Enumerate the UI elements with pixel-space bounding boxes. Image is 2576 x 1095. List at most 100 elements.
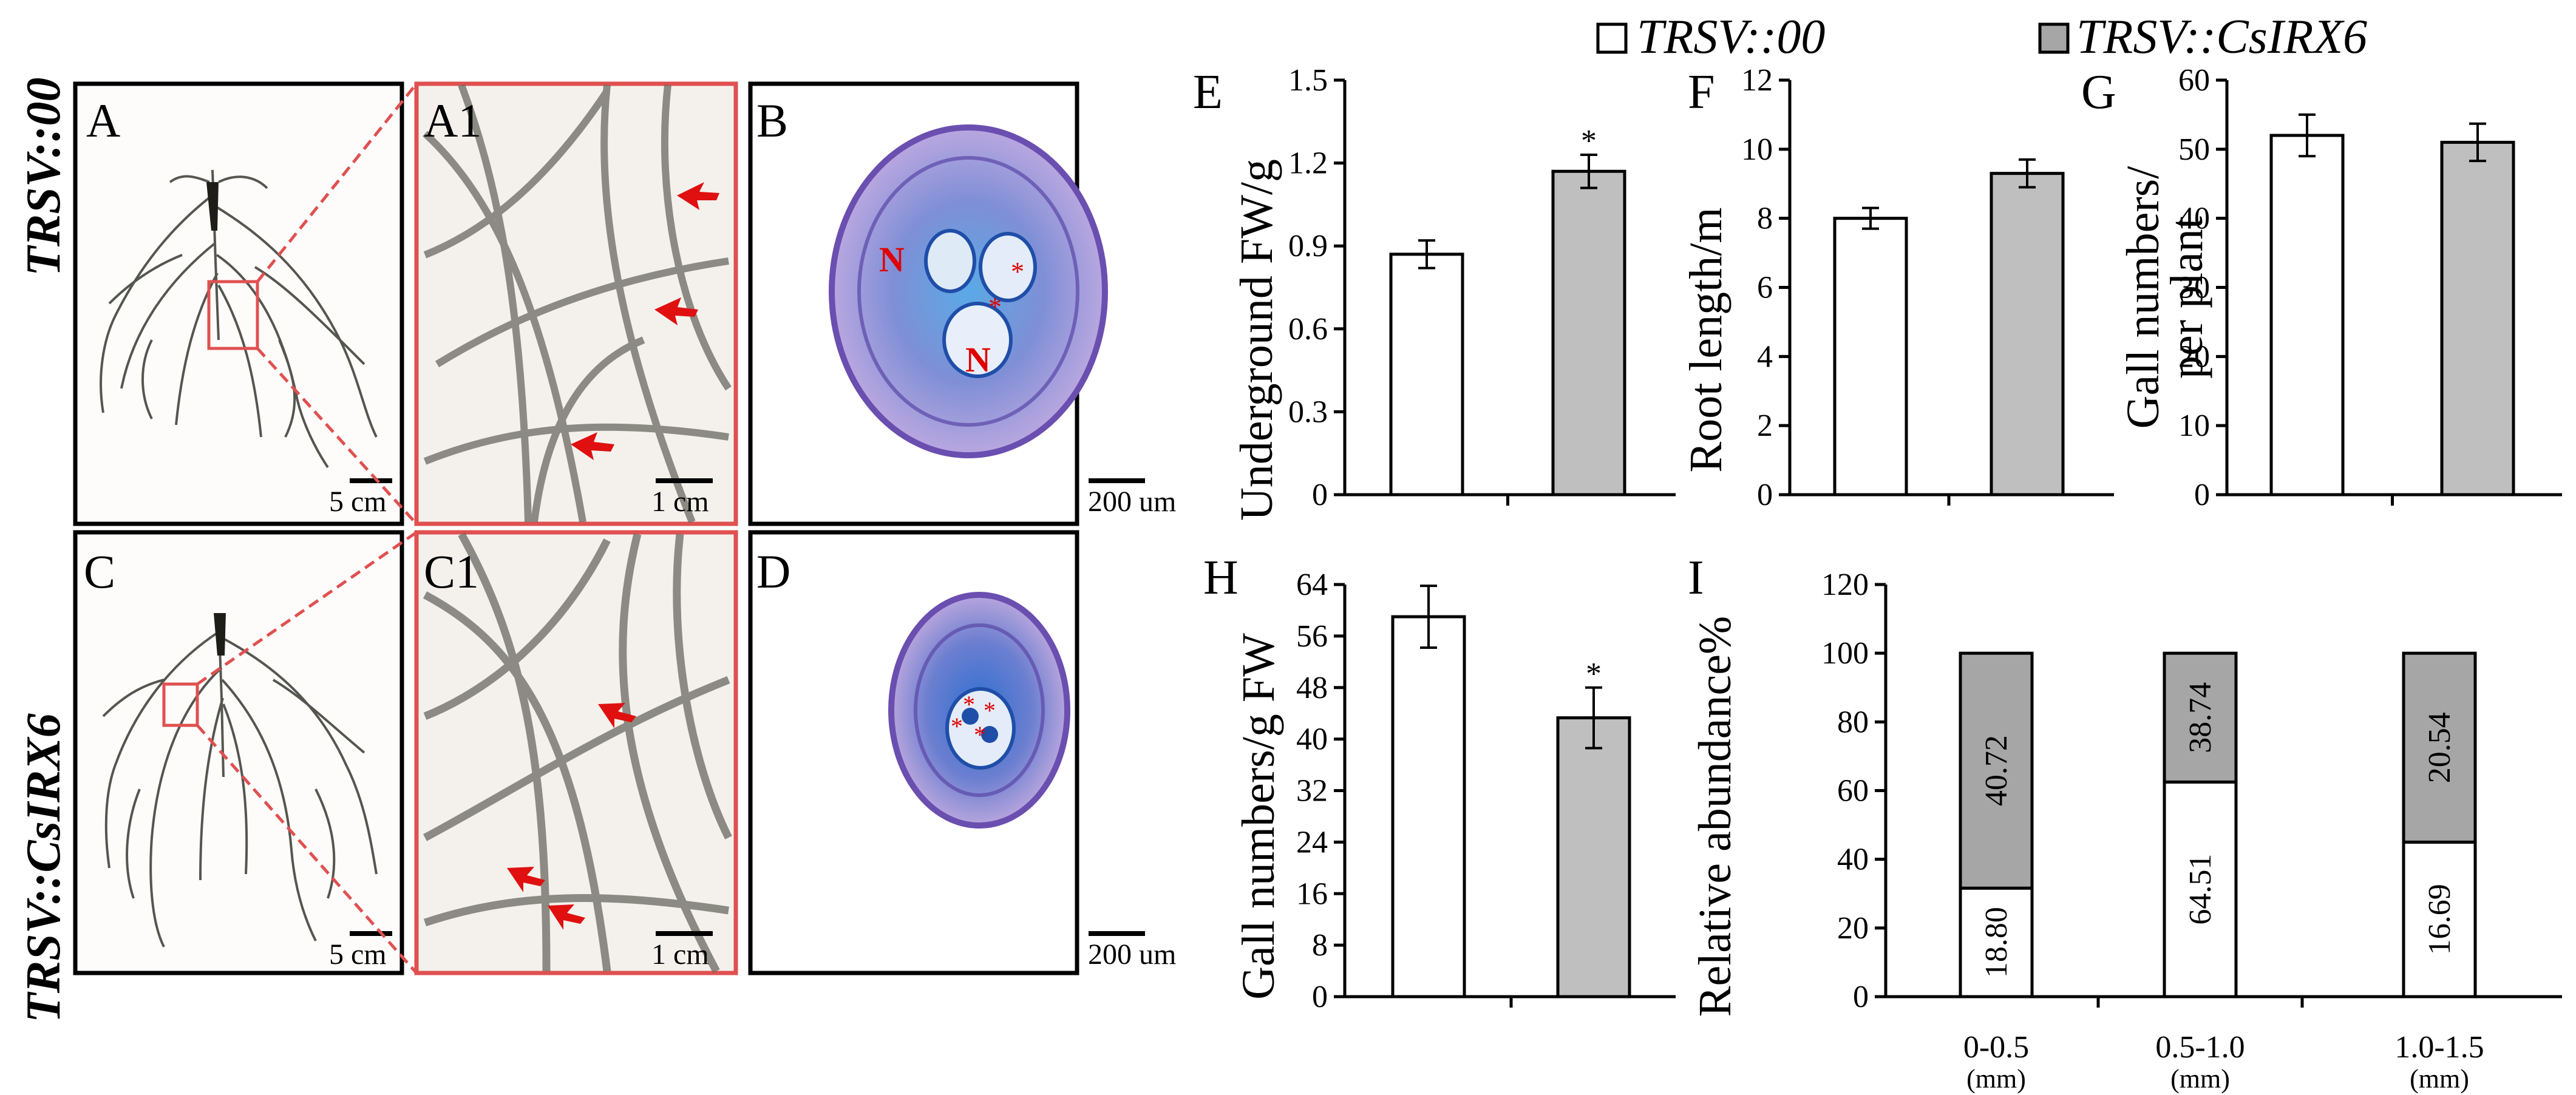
svg-text:*: * [951, 713, 963, 740]
panel-label-g: G [2081, 66, 2116, 119]
zoom-line-a-top [256, 83, 418, 283]
legend-swatch-control [1596, 22, 1628, 54]
scale-text-a: 5 cm [329, 486, 387, 518]
x-tick-label-i: 1.0-1.5 [2394, 1030, 2484, 1065]
svg-text:*: * [984, 697, 996, 724]
panel-label-a1: A1 [424, 94, 481, 147]
y-tick-label-h: 48 [1296, 671, 1328, 705]
bar-h-control [1391, 615, 1466, 998]
y-tick-label-e: 0.6 [1288, 312, 1328, 347]
data-label-i: 16.69 [2422, 884, 2457, 955]
y-tick-label-f: 12 [1741, 63, 1773, 98]
y-axis-label-i: Relative abundance% [1690, 616, 1741, 1017]
y-tick-label-h: 32 [1296, 774, 1328, 809]
root-section-image [888, 592, 1070, 829]
data-label-i: 20.54 [2422, 712, 2457, 783]
scale-text-b: 200 um [1088, 486, 1176, 518]
y-tick-label-i: 100 [1821, 636, 1869, 671]
y-tick-label-e: 0.9 [1288, 229, 1328, 263]
panel-label-c: C [84, 545, 115, 598]
zoom-box-a [207, 280, 259, 350]
nucleus-mark-1: N [879, 240, 905, 279]
panel-label-f: F [1688, 66, 1715, 119]
y-tick-label-h: 8 [1312, 928, 1328, 963]
y-axis-label-g: Gall numbers/ [2118, 166, 2169, 429]
row-label-top: TRSV::00 [17, 78, 70, 276]
y-tick-label-i: 0 [1853, 980, 1869, 1014]
svg-text:*: * [974, 721, 986, 748]
significance-mark-h: * [1586, 657, 1602, 691]
root-section-image [829, 124, 1108, 458]
bar-segment-i-treatment [2163, 651, 2238, 784]
x-unit-label-i: (mm) [1966, 1064, 2026, 1094]
bar-f-control [1833, 217, 1908, 497]
y-axis-label-e: Underground FW/g [1231, 159, 1282, 521]
y-tick-label-g: 30 [2178, 271, 2210, 305]
y-tick-label-h: 56 [1296, 619, 1328, 654]
y-tick-label-g: 10 [2178, 409, 2210, 443]
bar-g-control [2269, 134, 2345, 497]
bar-segment-i-treatment [1959, 651, 2034, 890]
zoom-line-c-bottom [196, 724, 418, 974]
y-tick-label-g: 20 [2178, 339, 2210, 374]
data-label-i: 40.72 [1979, 735, 2014, 806]
nucleus-mark-2: N [965, 340, 991, 379]
y-tick-label-g: 60 [2178, 63, 2210, 98]
legend-swatch-treatment [2038, 22, 2070, 54]
photo-panel-a1: A1 1 cm [414, 81, 738, 526]
legend: TRSV::00 TRSV::CsIRX6 [1596, 10, 2367, 64]
y-axis-label-f: Root length/m [1681, 208, 1731, 473]
bar-h-treatment [1556, 716, 1631, 998]
scale-text-c1: 1 cm [651, 938, 709, 971]
panel-label-b: B [756, 94, 788, 147]
y-tick-label-g: 40 [2178, 202, 2210, 236]
x-unit-label-i: (mm) [2410, 1064, 2469, 1094]
y-tick-label-f: 6 [1757, 271, 1773, 305]
panel-label-d: D [756, 545, 790, 598]
y-tick-label-e: 1.5 [1288, 63, 1328, 98]
y-tick-label-i: 40 [1837, 842, 1869, 877]
y-tick-label-h: 64 [1296, 568, 1328, 602]
photo-panel-d: * * * * D 200 um [748, 530, 1176, 975]
bar-segment-i-control [2402, 840, 2477, 998]
bar-segment-i-treatment [2402, 651, 2477, 844]
y-tick-label-e: 0 [1312, 478, 1328, 512]
bar-e-treatment [1551, 169, 1626, 497]
x-unit-label-i: (mm) [2170, 1064, 2230, 1094]
giant-cell-stars-d: * * * * [951, 691, 996, 748]
y-tick-label-h: 0 [1312, 980, 1328, 1014]
y-tick-label-e: 0.3 [1288, 395, 1328, 429]
panel-label-e: E [1193, 66, 1223, 119]
y-tick-label-e: 1.2 [1288, 146, 1328, 181]
y-tick-label-f: 0 [1757, 478, 1773, 512]
y-tick-label-f: 10 [1741, 132, 1773, 167]
row-label-bottom: TRSV::CsIRX6 [17, 713, 70, 1023]
bar-e-control [1389, 253, 1464, 497]
photo-panel-a: A 5 cm [73, 81, 404, 526]
root-closeup-image [423, 532, 732, 974]
stem-base [214, 613, 226, 656]
panel-label-a: A [86, 94, 120, 147]
data-label-i: 38.74 [2183, 682, 2218, 753]
y-tick-label-h: 16 [1296, 876, 1328, 911]
bar-f-treatment [1990, 172, 2065, 497]
x-tick-label-i: 0.5-1.0 [2155, 1030, 2245, 1065]
y-tick-label-i: 80 [1837, 705, 1869, 739]
y-tick-label-g: 50 [2178, 132, 2210, 167]
photo-panel-b: N N * * B 200 um [748, 81, 1176, 526]
y-tick-label-f: 2 [1757, 409, 1773, 443]
y-tick-label-i: 60 [1837, 774, 1869, 809]
y-tick-label-h: 24 [1296, 825, 1328, 859]
y-tick-label-h: 40 [1296, 722, 1328, 757]
y-tick-label-f: 8 [1757, 202, 1773, 236]
data-label-i: 18.80 [1979, 907, 2014, 978]
scale-text-a1: 1 cm [651, 486, 709, 518]
photo-panel-c: C 5 cm [73, 530, 404, 975]
panel-label-c1: C1 [424, 545, 479, 598]
y-tick-label-f: 4 [1757, 339, 1773, 374]
zoom-line-c-top [196, 531, 418, 686]
y-tick-label-i: 20 [1837, 911, 1869, 946]
y-tick-label-i: 120 [1821, 568, 1869, 602]
y-axis-label-h: Gall numbers/g FW [1233, 633, 1284, 1000]
